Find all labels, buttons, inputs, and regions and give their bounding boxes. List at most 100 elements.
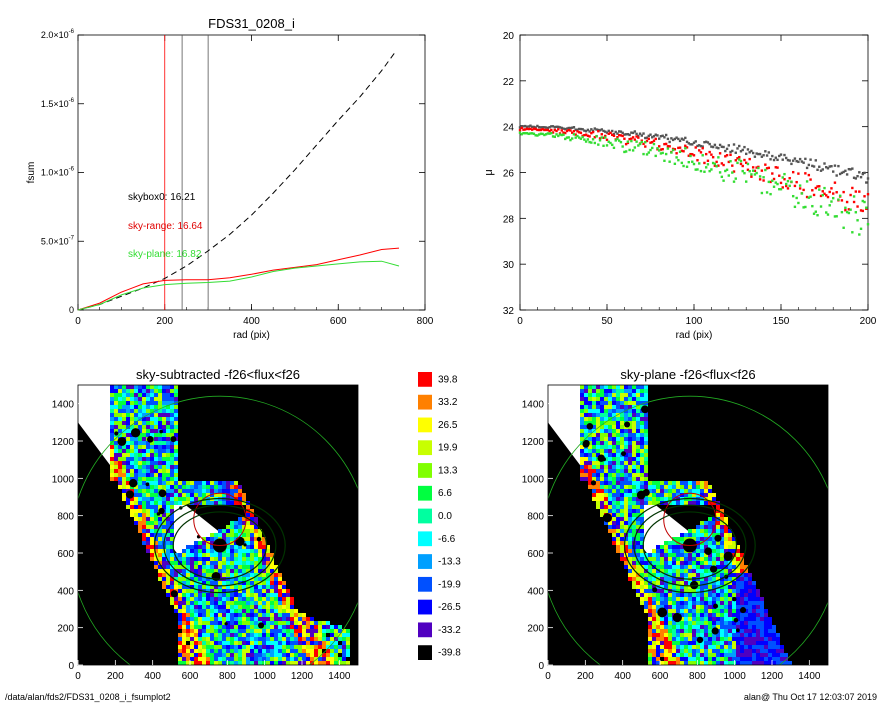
map-pixel	[640, 593, 644, 597]
map-pixel	[170, 453, 174, 457]
masked-star	[217, 462, 226, 471]
map-pixel	[656, 557, 660, 561]
map-pixel	[238, 605, 242, 609]
map-pixel	[596, 461, 600, 465]
map-pixel	[700, 545, 704, 549]
map-pixel	[230, 585, 234, 589]
map-pixel	[656, 481, 660, 485]
data-point	[785, 156, 788, 160]
map-pixel	[162, 421, 166, 425]
map-pixel	[130, 461, 134, 465]
map-pixel	[142, 509, 146, 513]
map-pixel	[624, 417, 628, 421]
data-point	[534, 134, 537, 137]
map-pixel	[110, 429, 114, 433]
map-pixel	[696, 481, 700, 485]
map-pixel	[600, 481, 604, 485]
data-point	[736, 157, 739, 160]
map-pixel	[206, 645, 210, 649]
map-pixel	[182, 609, 186, 613]
map-pixel	[656, 565, 660, 569]
map-pixel	[580, 437, 584, 441]
map-pixel	[242, 621, 246, 625]
map-pixel	[166, 429, 170, 433]
map-pixel	[262, 637, 266, 641]
map-pixel	[146, 533, 150, 537]
map-pixel	[700, 537, 704, 541]
map-pixel	[298, 653, 302, 657]
map-pixel	[230, 581, 234, 585]
map-pixel	[158, 409, 162, 413]
map-pixel	[222, 529, 226, 533]
y-tick-label: 26	[503, 169, 515, 180]
map-pixel	[664, 601, 668, 605]
map-pixel	[632, 461, 636, 465]
map-pixel	[122, 417, 126, 421]
map-pixel	[644, 469, 648, 473]
map-pixel	[138, 521, 142, 525]
map-pixel	[210, 541, 214, 545]
x-tick-label: 600	[182, 671, 199, 682]
map-pixel	[238, 485, 242, 489]
map-pixel	[760, 613, 764, 617]
map-pixel	[174, 397, 178, 401]
map-pixel	[250, 529, 254, 533]
map-pixel	[142, 413, 146, 417]
map-pixel	[178, 649, 182, 653]
map-pixel	[620, 553, 624, 557]
map-pixel	[692, 565, 696, 569]
map-pixel	[708, 573, 712, 577]
map-pixel	[170, 537, 174, 541]
data-point	[564, 127, 567, 131]
map-pixel	[676, 601, 680, 605]
masked-star	[125, 490, 135, 499]
map-pixel	[624, 509, 628, 513]
map-pixel	[664, 621, 668, 625]
data-point	[689, 154, 692, 158]
map-pixel	[138, 505, 142, 509]
map-pixel	[190, 605, 194, 609]
map-pixel	[298, 621, 302, 625]
data-point	[758, 178, 762, 181]
map-pixel	[748, 625, 752, 629]
map-pixel	[278, 597, 282, 601]
map-pixel	[708, 517, 712, 521]
map-pixel	[190, 629, 194, 633]
map-pixel	[708, 541, 712, 545]
data-point	[812, 165, 816, 168]
data-point	[532, 127, 536, 130]
map-pixel	[334, 661, 338, 665]
map-pixel	[648, 497, 652, 501]
map-pixel	[146, 433, 150, 437]
data-point	[725, 147, 729, 151]
y-tick-label: 1.0×10-6	[41, 167, 75, 178]
map-pixel	[700, 645, 704, 649]
map-pixel	[736, 561, 740, 565]
map-pixel	[278, 621, 282, 625]
data-point	[795, 180, 798, 184]
data-point	[699, 169, 703, 173]
data-point	[684, 136, 687, 140]
map-pixel	[242, 653, 246, 657]
map-pixel	[150, 501, 154, 505]
map-pixel	[668, 493, 672, 497]
map-pixel	[652, 481, 656, 485]
map-pixel	[612, 505, 616, 509]
map-pixel	[592, 461, 596, 465]
data-point	[529, 127, 532, 130]
map-pixel	[724, 605, 728, 609]
map-pixel	[150, 429, 154, 433]
data-point	[687, 160, 690, 164]
data-point	[692, 154, 696, 157]
map-pixel	[246, 541, 250, 545]
map-pixel	[282, 645, 286, 649]
map-pixel	[274, 609, 278, 613]
map-pixel	[314, 653, 318, 657]
map-pixel	[126, 449, 130, 453]
map-pixel	[266, 653, 270, 657]
map-pixel	[138, 477, 142, 481]
map-pixel	[760, 633, 764, 637]
map-pixel	[318, 649, 322, 653]
map-pixel	[198, 617, 202, 621]
map-pixel	[592, 485, 596, 489]
